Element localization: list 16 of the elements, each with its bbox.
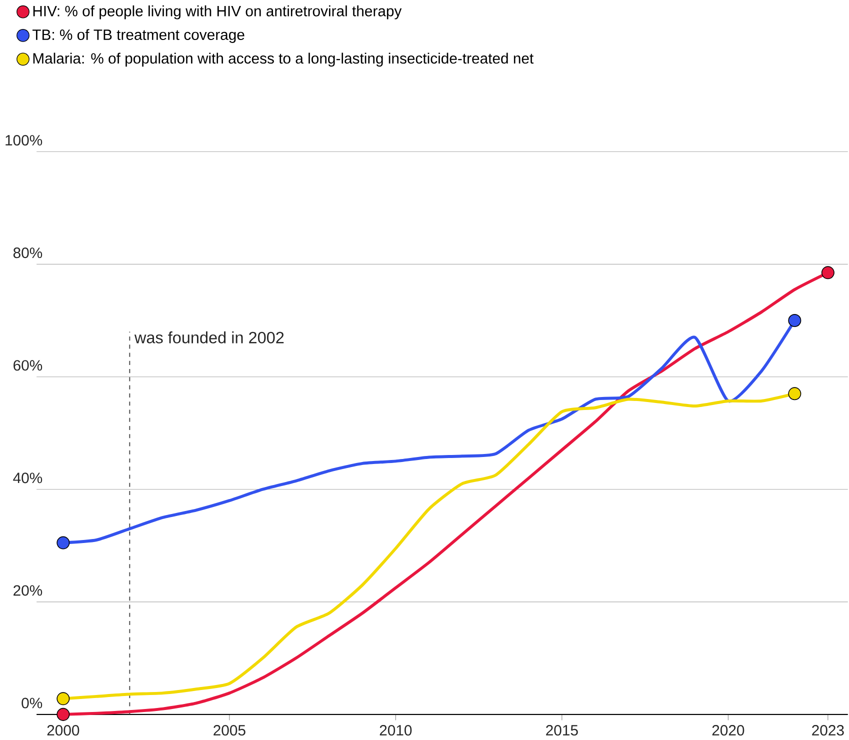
y-tick-label: 20% — [14, 585, 42, 596]
x-tick-label: 2000 — [47, 724, 80, 736]
ref-line-label: was founded in 2002 — [134, 331, 284, 344]
x-tick-label: 2015 — [546, 724, 578, 736]
x-tick-label: 2010 — [380, 724, 412, 736]
y-tick-label: 100% — [6, 134, 42, 146]
x-tick-label: 2020 — [712, 724, 744, 736]
legend-label: Malaria: % of population with access to a long-lasting insecticide-treated net — [33, 52, 534, 67]
legend-label: HIV: % of people living with HIV on antiretroviral therapy — [33, 5, 402, 20]
y-tick-label: 80% — [13, 248, 42, 258]
x-tick-label: 2005 — [214, 724, 246, 736]
y-tick-label: 60% — [14, 360, 42, 371]
y-tick-label: 0% — [22, 698, 42, 708]
y-tick-label: 40% — [13, 472, 42, 484]
x-tick-label: 2023 — [812, 724, 844, 736]
legend-label: TB: % of TB treatment coverage — [32, 29, 244, 43]
